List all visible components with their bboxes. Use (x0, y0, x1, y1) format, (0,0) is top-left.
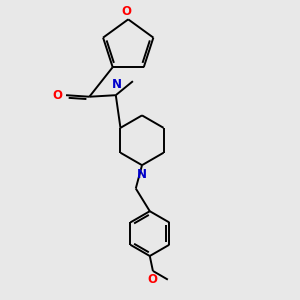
Text: N: N (111, 78, 122, 92)
Text: O: O (122, 5, 132, 18)
Text: O: O (147, 273, 157, 286)
Text: O: O (52, 89, 62, 102)
Text: N: N (137, 168, 147, 181)
